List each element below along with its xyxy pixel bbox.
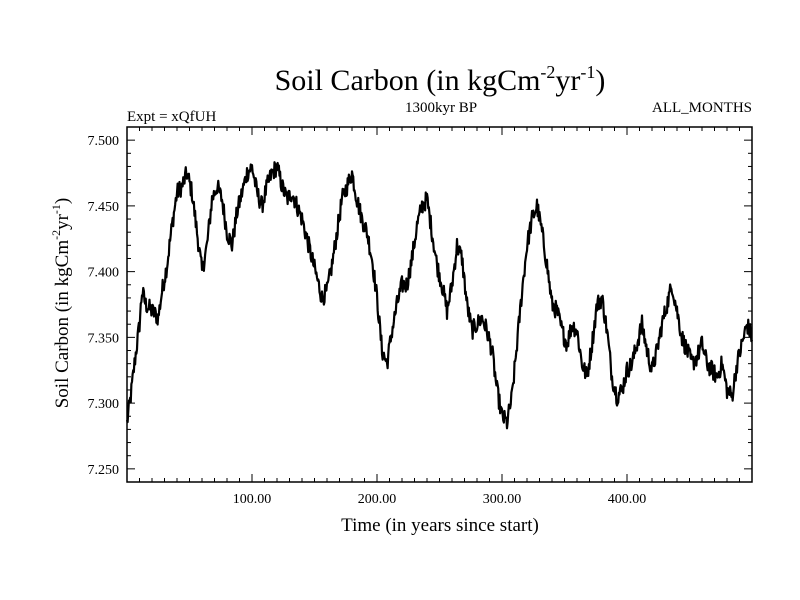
y-tick-label: 7.450: [88, 200, 120, 215]
y-tick-label: 7.400: [88, 266, 120, 281]
x-tick-label: 400.00: [608, 492, 647, 507]
y-axis-label: Soil Carbon (in kgCm-2yr-1): [49, 198, 73, 409]
x-axis-label: Time (in years since start): [341, 515, 539, 536]
subtitle-right: ALL_MONTHS: [652, 100, 752, 116]
subtitle-left: Expt = xQfUH: [127, 109, 216, 125]
chart-title: Soil Carbon (in kgCm-2yr-1): [275, 62, 606, 97]
y-tick-label: 7.350: [88, 331, 120, 346]
x-tick-label: 100.00: [233, 492, 272, 507]
axis-tick-labels: 100.00 200.00 300.00 400.00 7.250 7.300 7.350 7…: [88, 134, 647, 507]
x-tick-label: 200.00: [358, 492, 397, 507]
y-tick-label: 7.250: [88, 463, 120, 478]
subtitle-center: 1300kyr BP: [405, 100, 477, 116]
y-tick-label: 7.500: [88, 134, 120, 149]
series-line: [125, 161, 754, 430]
y-tick-label: 7.300: [88, 397, 120, 412]
axis-ticks: [127, 126, 752, 482]
plot-frame: [126, 126, 753, 483]
x-tick-label: 300.00: [483, 492, 522, 507]
